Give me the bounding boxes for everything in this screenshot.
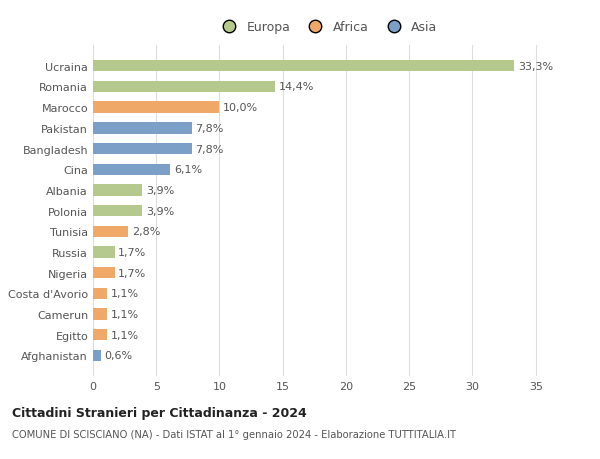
Text: 0,6%: 0,6% <box>104 351 133 361</box>
Bar <box>93 309 107 320</box>
Bar <box>93 102 220 113</box>
Text: 1,7%: 1,7% <box>118 268 146 278</box>
Bar <box>93 288 107 299</box>
Text: 3,9%: 3,9% <box>146 185 175 196</box>
Bar <box>93 226 128 237</box>
Bar <box>93 268 115 279</box>
Legend: Europa, Africa, Asia: Europa, Africa, Asia <box>214 18 440 36</box>
Text: 2,8%: 2,8% <box>132 227 161 237</box>
Text: 10,0%: 10,0% <box>223 103 259 113</box>
Bar <box>93 82 275 93</box>
Bar <box>93 185 142 196</box>
Text: 1,1%: 1,1% <box>111 289 139 299</box>
Bar <box>93 144 191 155</box>
Text: 7,8%: 7,8% <box>196 123 224 134</box>
Text: 1,1%: 1,1% <box>111 309 139 319</box>
Bar <box>93 350 101 361</box>
Bar <box>93 123 191 134</box>
Text: 6,1%: 6,1% <box>174 165 202 175</box>
Text: Cittadini Stranieri per Cittadinanza - 2024: Cittadini Stranieri per Cittadinanza - 2… <box>12 406 307 419</box>
Text: 33,3%: 33,3% <box>518 62 553 72</box>
Text: 7,8%: 7,8% <box>196 144 224 154</box>
Text: 1,7%: 1,7% <box>118 247 146 257</box>
Text: 3,9%: 3,9% <box>146 206 175 216</box>
Bar <box>93 247 115 258</box>
Text: 14,4%: 14,4% <box>279 82 314 92</box>
Bar <box>93 61 514 72</box>
Bar <box>93 206 142 217</box>
Bar <box>93 330 107 341</box>
Bar <box>93 164 170 175</box>
Text: COMUNE DI SCISCIANO (NA) - Dati ISTAT al 1° gennaio 2024 - Elaborazione TUTTITAL: COMUNE DI SCISCIANO (NA) - Dati ISTAT al… <box>12 429 456 439</box>
Text: 1,1%: 1,1% <box>111 330 139 340</box>
